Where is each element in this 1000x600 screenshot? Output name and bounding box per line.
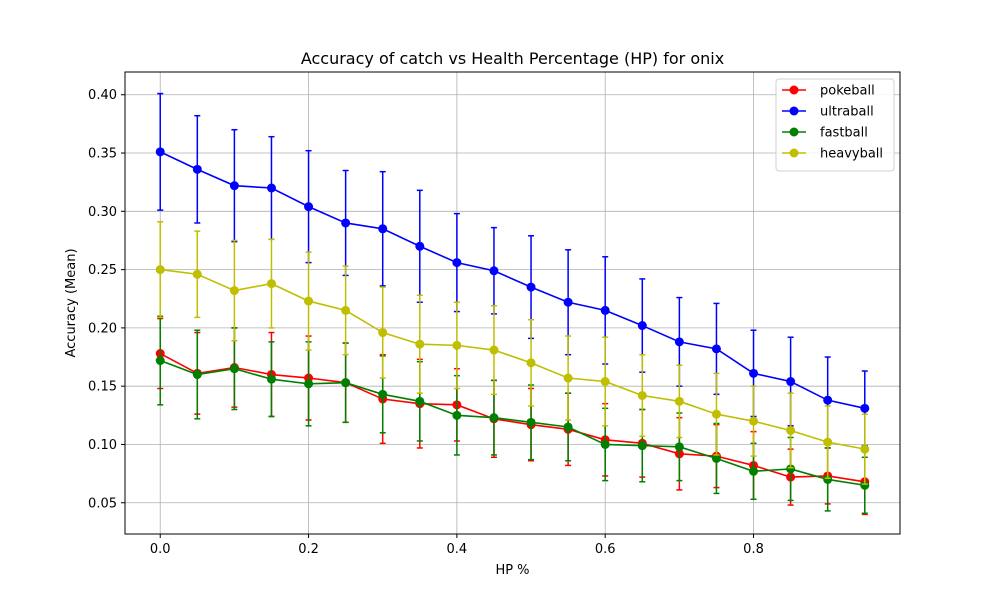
data-point xyxy=(563,297,573,307)
data-point xyxy=(786,425,796,435)
data-point xyxy=(563,373,573,383)
data-point xyxy=(266,183,276,193)
legend-box xyxy=(775,78,895,172)
x-axis-label: HP % xyxy=(495,563,529,578)
data-point xyxy=(155,265,165,275)
data-point xyxy=(749,466,759,476)
legend-marker xyxy=(789,85,799,95)
data-point xyxy=(526,358,536,368)
data-point xyxy=(711,344,721,354)
data-point xyxy=(192,164,202,174)
legend-label: pokeball xyxy=(820,84,875,99)
x-tick-label: 0.4 xyxy=(447,542,468,557)
data-point xyxy=(711,453,721,463)
data-point xyxy=(823,474,833,484)
y-tick-label: 0.40 xyxy=(88,88,117,103)
y-tick-label: 0.20 xyxy=(88,321,117,336)
data-point xyxy=(489,266,499,276)
series-line xyxy=(159,359,865,487)
x-tick-label: 0.2 xyxy=(298,542,319,557)
data-point xyxy=(304,202,314,212)
data-point xyxy=(749,368,759,378)
chart-title: Accuracy of catch vs Health Percentage (… xyxy=(301,49,724,68)
data-point xyxy=(526,282,536,292)
data-point xyxy=(341,305,351,315)
x-tick-label: 0.0 xyxy=(150,542,171,557)
data-point xyxy=(266,374,276,384)
series-layer xyxy=(155,92,870,516)
data-point xyxy=(489,413,499,423)
data-point xyxy=(489,345,499,355)
series-line xyxy=(159,151,865,410)
legend-marker xyxy=(789,127,799,137)
data-point xyxy=(229,364,239,374)
data-point xyxy=(600,439,610,449)
data-point xyxy=(155,147,165,157)
data-point xyxy=(452,410,462,420)
data-point xyxy=(860,480,870,490)
data-point xyxy=(192,269,202,279)
data-point xyxy=(415,339,425,349)
data-point xyxy=(378,328,388,338)
data-point xyxy=(860,444,870,454)
data-point xyxy=(155,356,165,366)
data-point xyxy=(823,395,833,405)
data-point xyxy=(674,337,684,347)
data-point xyxy=(563,422,573,432)
data-point xyxy=(600,305,610,315)
data-point xyxy=(711,409,721,419)
data-point xyxy=(415,396,425,406)
data-point xyxy=(600,377,610,387)
data-point xyxy=(749,416,759,426)
legend-marker xyxy=(789,148,799,158)
legend-label: ultraball xyxy=(820,105,874,120)
data-point xyxy=(823,437,833,447)
data-point xyxy=(526,417,536,427)
data-point xyxy=(192,370,202,380)
legend-label: fastball xyxy=(820,126,868,141)
series-heavyball xyxy=(155,221,870,485)
data-point xyxy=(452,258,462,268)
series-fastball xyxy=(155,315,870,514)
series-line xyxy=(160,268,865,450)
data-point xyxy=(229,181,239,191)
legend-label: heavyball xyxy=(820,147,883,162)
data-point xyxy=(674,442,684,452)
data-point xyxy=(378,224,388,234)
data-point xyxy=(786,464,796,474)
y-tick-label: 0.30 xyxy=(88,205,117,220)
y-tick-label: 0.15 xyxy=(88,380,117,395)
data-point xyxy=(674,396,684,406)
legend: pokeball ultraball fastball heavyball xyxy=(775,78,895,172)
y-tick-label: 0.25 xyxy=(88,263,117,278)
data-point xyxy=(415,241,425,251)
y-tick-label: 0.10 xyxy=(88,438,117,453)
y-tick-label: 0.35 xyxy=(88,147,117,162)
data-point xyxy=(860,403,870,413)
data-point xyxy=(452,340,462,350)
tick-layer: 0.0 0.2 0.4 0.6 0.8 0.05 0.10 0.15 0.20 0.25 0.30 0… xyxy=(88,88,764,557)
data-point xyxy=(341,378,351,388)
series-line xyxy=(159,352,865,483)
data-point xyxy=(786,377,796,387)
y-axis-label: Accuracy (Mean) xyxy=(64,248,79,357)
legend-marker xyxy=(789,106,799,116)
data-point xyxy=(637,391,647,401)
data-point xyxy=(229,286,239,296)
x-tick-label: 0.8 xyxy=(743,542,764,557)
data-point xyxy=(304,379,314,389)
x-tick-label: 0.6 xyxy=(595,542,616,557)
y-tick-label: 0.05 xyxy=(88,496,117,511)
plot-frame xyxy=(124,71,901,535)
data-point xyxy=(304,296,314,306)
data-point xyxy=(266,279,276,289)
data-point xyxy=(637,441,647,451)
data-point xyxy=(637,321,647,331)
data-point xyxy=(341,218,351,228)
data-point xyxy=(378,389,388,399)
